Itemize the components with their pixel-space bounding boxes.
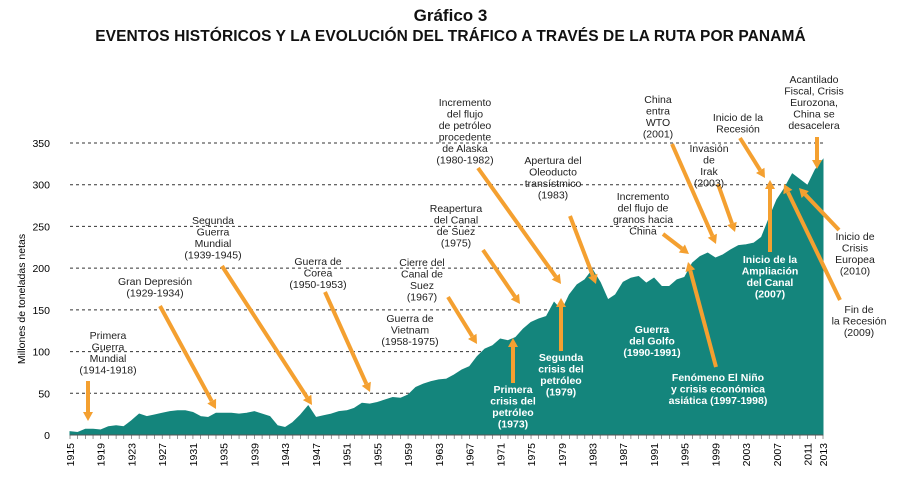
annotation-arrowhead — [468, 333, 477, 344]
x-tick-label: 1983 — [587, 443, 599, 467]
traffic-area — [69, 158, 824, 436]
annotation-arrowhead — [302, 394, 312, 405]
annotation-arrowhead — [765, 180, 775, 189]
y-tick-label: 100 — [32, 347, 50, 359]
x-tick-label: 1991 — [649, 443, 661, 467]
annotation-arrowhead — [727, 221, 737, 232]
annotation-arrow — [670, 143, 715, 237]
x-tick-label: 2011 — [803, 443, 815, 466]
annotation-arrowhead — [685, 262, 696, 272]
annotation-arrowhead — [755, 167, 765, 178]
annotation-arrowhead — [510, 293, 520, 304]
annotation-label: Gran Depresión (1929-1934) — [118, 276, 192, 300]
annotation-arrow — [568, 215, 595, 277]
y-tick-label: 350 — [32, 138, 50, 150]
annotation-arrowhead — [799, 188, 809, 198]
annotation-arrow — [803, 193, 841, 232]
y-tick-label: 0 — [44, 430, 50, 442]
annotation-label: Fin de la Recesión (2009) — [832, 304, 887, 339]
annotation-arrow — [476, 166, 558, 278]
annotation-arrowhead — [83, 412, 93, 421]
x-tick-label: 1923 — [126, 443, 138, 467]
x-tick-label: 2003 — [741, 443, 753, 467]
y-tick-label: 250 — [32, 221, 50, 233]
x-tick-label: 1951 — [342, 443, 354, 467]
x-tick-label: 1971 — [495, 443, 507, 467]
chart-title: Gráfico 3 — [413, 6, 488, 25]
annotation-label: Guerra del Golfo (1990-1991) — [623, 324, 680, 359]
annotation-label: Acantilado Fiscal, Crisis Eurozona, China s… — [784, 74, 844, 132]
x-tick-label: 1943 — [280, 443, 292, 467]
annotation-arrowhead — [707, 233, 717, 244]
annotation-arrowhead — [812, 160, 822, 169]
annotation-label: Segunda crisis del petróleo (1979) — [538, 352, 584, 399]
annotation-label: Inicio de Crisis Europea (2010) — [835, 231, 875, 278]
annotation-arrowhead — [207, 398, 217, 409]
annotation-arrow — [323, 291, 369, 385]
annotation-arrow — [158, 305, 214, 403]
x-tick-label: 2013 — [818, 443, 830, 467]
x-tick-label: 1995 — [680, 443, 692, 467]
annotation-label: Guerra de Corea (1950-1953) — [289, 256, 346, 291]
annotation-arrow — [688, 270, 718, 368]
annotation-label: Reapertura del Canal de Suez (1975) — [430, 203, 483, 250]
x-tick-label: 1967 — [465, 443, 477, 467]
annotation-arrow — [716, 183, 734, 225]
y-axis-label: Millones de toneladas netas — [16, 234, 28, 364]
y-tick-label: 200 — [32, 263, 50, 275]
x-tick-label: 1939 — [249, 443, 261, 467]
annotation-arrowhead — [551, 273, 561, 284]
y-tick-label: 150 — [32, 305, 50, 317]
y-tick-label: 50 — [38, 388, 50, 400]
x-tick-label: 1931 — [188, 443, 200, 467]
annotation-arrow — [786, 191, 842, 301]
annotation-label: Incremento del flujo de petróleo procedente… — [436, 97, 493, 167]
annotation-label: Primera Guerra Mundial (1914-1918) — [79, 330, 136, 377]
annotation-arrowhead — [556, 298, 566, 307]
annotation-label: Primera crisis del petróleo (1973) — [490, 384, 536, 431]
annotation-arrowhead — [783, 184, 793, 195]
annotation-arrow — [481, 248, 517, 298]
x-tick-label: 1979 — [557, 443, 569, 467]
x-tick-label: 1955 — [372, 443, 384, 467]
annotation-label: Apertura del Oleoducto transístmico (1983) — [524, 155, 581, 202]
x-tick-label: 1927 — [157, 443, 169, 467]
x-tick-label: 2007 — [772, 443, 784, 467]
annotation-label: Inicio de la Recesión — [713, 112, 763, 136]
x-tick-label: 1999 — [710, 443, 722, 467]
annotation-arrow — [738, 136, 762, 172]
annotation-label: Inicio de la Ampliación del Canal (2007) — [742, 254, 799, 301]
annotation-label: Incremento del flujo de granos hacia China — [613, 191, 673, 238]
x-tick-label: 1919 — [96, 443, 108, 467]
annotation-label: Fenómeno El Niño y crisis económica asiáti… — [669, 372, 768, 407]
x-tick-label: 1975 — [526, 443, 538, 467]
annotation-label: Invasión de Irak (2003) — [689, 143, 728, 190]
annotation-label: Cierre del Canal de Suez (1967) — [399, 257, 445, 304]
chart-subtitle: EVENTOS HISTÓRICOS Y LA EVOLUCIÓN DEL TR… — [95, 28, 806, 45]
x-tick-label: 1947 — [311, 443, 323, 467]
annotation-arrowhead — [508, 338, 518, 347]
annotation-arrow — [220, 264, 309, 399]
x-tick-label: 1935 — [219, 443, 231, 467]
x-tick-label: 1987 — [618, 443, 630, 467]
annotation-arrowhead — [588, 273, 598, 284]
x-tick-label: 1963 — [434, 443, 446, 467]
annotation-label: Segunda Guerra Mundial (1939-1945) — [184, 215, 241, 262]
annotation-arrow — [446, 295, 474, 338]
annotation-arrow — [661, 232, 684, 251]
annotation-arrowhead — [678, 244, 689, 254]
x-tick-label: 1959 — [403, 443, 415, 467]
annotation-arrowhead — [361, 381, 371, 392]
x-tick-label: 1915 — [65, 443, 77, 467]
annotation-label: Guerra de Vietnam (1958-1975) — [381, 313, 438, 348]
y-tick-label: 300 — [32, 180, 50, 192]
annotation-label: China entra WTO (2001) — [643, 94, 673, 141]
